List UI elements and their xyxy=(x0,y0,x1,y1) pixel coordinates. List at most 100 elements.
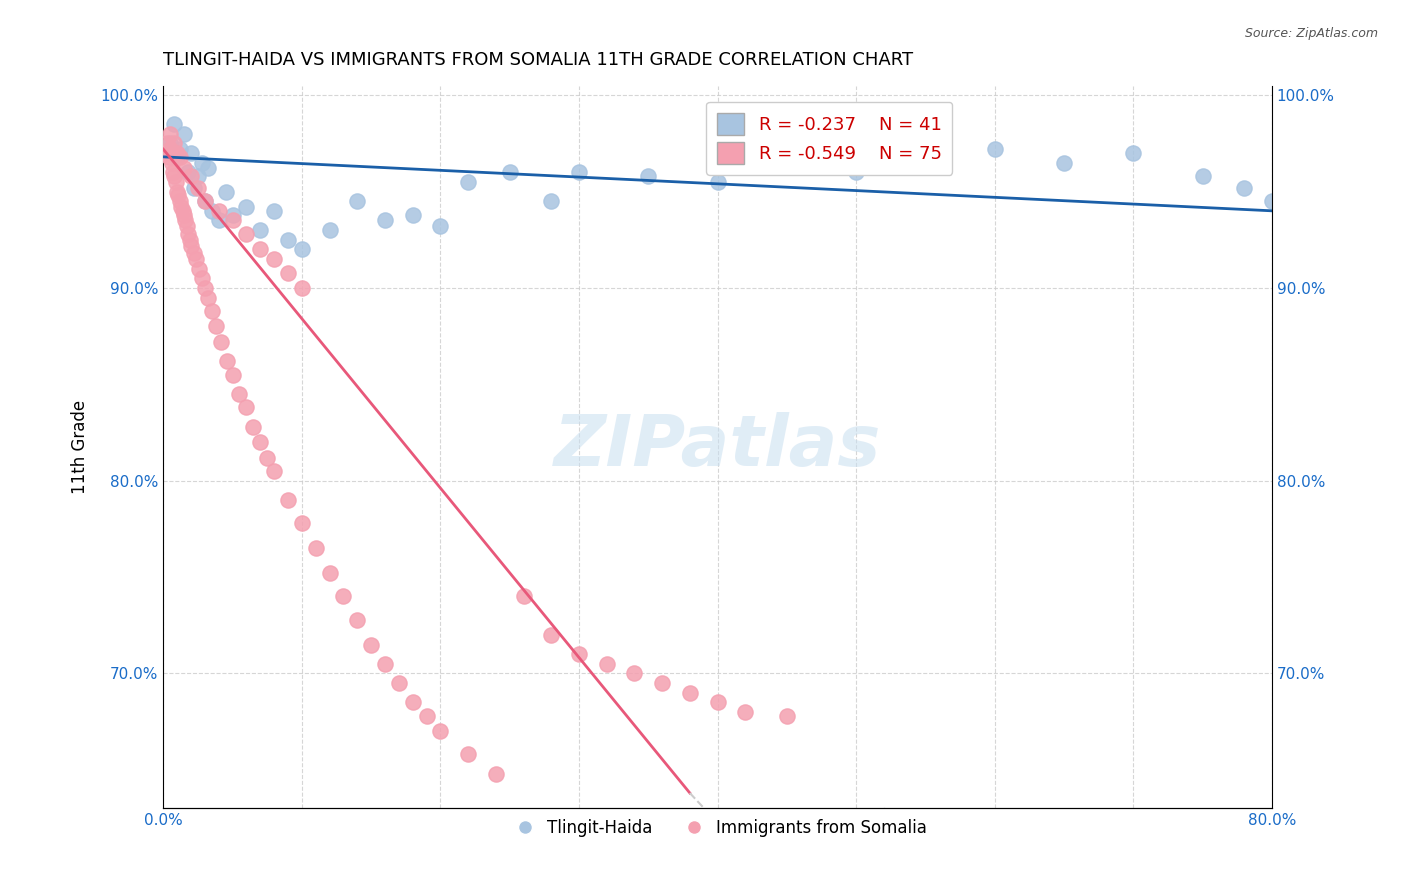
Point xyxy=(214,185,236,199)
Point xyxy=(159,142,181,156)
Point xyxy=(263,252,285,266)
Point xyxy=(402,208,425,222)
Point xyxy=(160,155,183,169)
Point xyxy=(172,203,194,218)
Point xyxy=(263,464,285,478)
Point xyxy=(512,590,534,604)
Point xyxy=(415,709,437,723)
Point xyxy=(1261,194,1284,209)
Point xyxy=(235,401,257,415)
Point xyxy=(221,368,243,382)
Point xyxy=(221,213,243,227)
Point xyxy=(205,319,228,334)
Point xyxy=(429,724,451,739)
Point xyxy=(235,227,257,241)
Point xyxy=(249,243,271,257)
Point xyxy=(166,150,188,164)
Point xyxy=(197,161,219,176)
Point xyxy=(221,208,243,222)
Point xyxy=(651,676,673,690)
Point xyxy=(291,281,314,295)
Point xyxy=(429,219,451,234)
Point xyxy=(374,657,396,671)
Point xyxy=(332,590,354,604)
Point xyxy=(157,150,180,164)
Point xyxy=(194,194,217,209)
Point xyxy=(277,233,299,247)
Point xyxy=(215,354,238,368)
Point xyxy=(1122,146,1144,161)
Point xyxy=(173,161,195,176)
Point xyxy=(187,180,209,194)
Point xyxy=(201,304,224,318)
Point xyxy=(623,666,645,681)
Point xyxy=(706,175,728,189)
Point xyxy=(277,266,299,280)
Point xyxy=(180,169,202,183)
Point xyxy=(191,271,214,285)
Point xyxy=(169,194,191,209)
Point xyxy=(637,169,659,183)
Point xyxy=(845,165,868,179)
Point xyxy=(183,246,205,260)
Point xyxy=(540,628,562,642)
Point xyxy=(595,657,617,671)
Point xyxy=(305,541,328,556)
Y-axis label: 11th Grade: 11th Grade xyxy=(72,400,89,494)
Point xyxy=(346,613,368,627)
Point xyxy=(291,516,314,530)
Point xyxy=(163,136,186,151)
Point xyxy=(776,155,799,169)
Point xyxy=(170,200,193,214)
Point xyxy=(1053,155,1076,169)
Point xyxy=(499,165,522,179)
Point xyxy=(159,127,181,141)
Point xyxy=(914,150,936,164)
Point xyxy=(318,566,340,581)
Text: ZIPatlas: ZIPatlas xyxy=(554,412,882,482)
Point xyxy=(194,281,217,295)
Point xyxy=(159,136,181,151)
Point xyxy=(187,169,209,183)
Point xyxy=(983,142,1005,156)
Point xyxy=(163,117,186,131)
Point xyxy=(183,180,205,194)
Point xyxy=(169,150,191,164)
Point xyxy=(242,419,264,434)
Point xyxy=(734,705,756,719)
Point xyxy=(1191,169,1213,183)
Point xyxy=(155,146,177,161)
Point xyxy=(179,233,201,247)
Point xyxy=(201,203,224,218)
Point xyxy=(374,213,396,227)
Point xyxy=(156,136,179,151)
Point xyxy=(194,194,217,209)
Point xyxy=(167,188,190,202)
Point xyxy=(209,334,232,349)
Point xyxy=(402,695,425,709)
Point xyxy=(180,146,202,161)
Legend: Tlingit-Haida, Immigrants from Somalia: Tlingit-Haida, Immigrants from Somalia xyxy=(502,812,934,844)
Point xyxy=(177,165,200,179)
Point xyxy=(235,200,257,214)
Point xyxy=(228,387,250,401)
Point xyxy=(679,686,702,700)
Point xyxy=(457,747,479,762)
Point xyxy=(177,227,200,241)
Point xyxy=(457,175,479,189)
Text: Source: ZipAtlas.com: Source: ZipAtlas.com xyxy=(1244,27,1378,40)
Point xyxy=(162,165,184,179)
Text: TLINGIT-HAIDA VS IMMIGRANTS FROM SOMALIA 11TH GRADE CORRELATION CHART: TLINGIT-HAIDA VS IMMIGRANTS FROM SOMALIA… xyxy=(163,51,914,69)
Point xyxy=(568,647,591,661)
Point xyxy=(318,223,340,237)
Point xyxy=(197,291,219,305)
Point xyxy=(173,208,195,222)
Point xyxy=(485,766,508,780)
Point xyxy=(263,203,285,218)
Point xyxy=(776,709,799,723)
Point xyxy=(249,223,271,237)
Point xyxy=(346,194,368,209)
Point xyxy=(165,175,187,189)
Point xyxy=(706,695,728,709)
Point xyxy=(174,213,197,227)
